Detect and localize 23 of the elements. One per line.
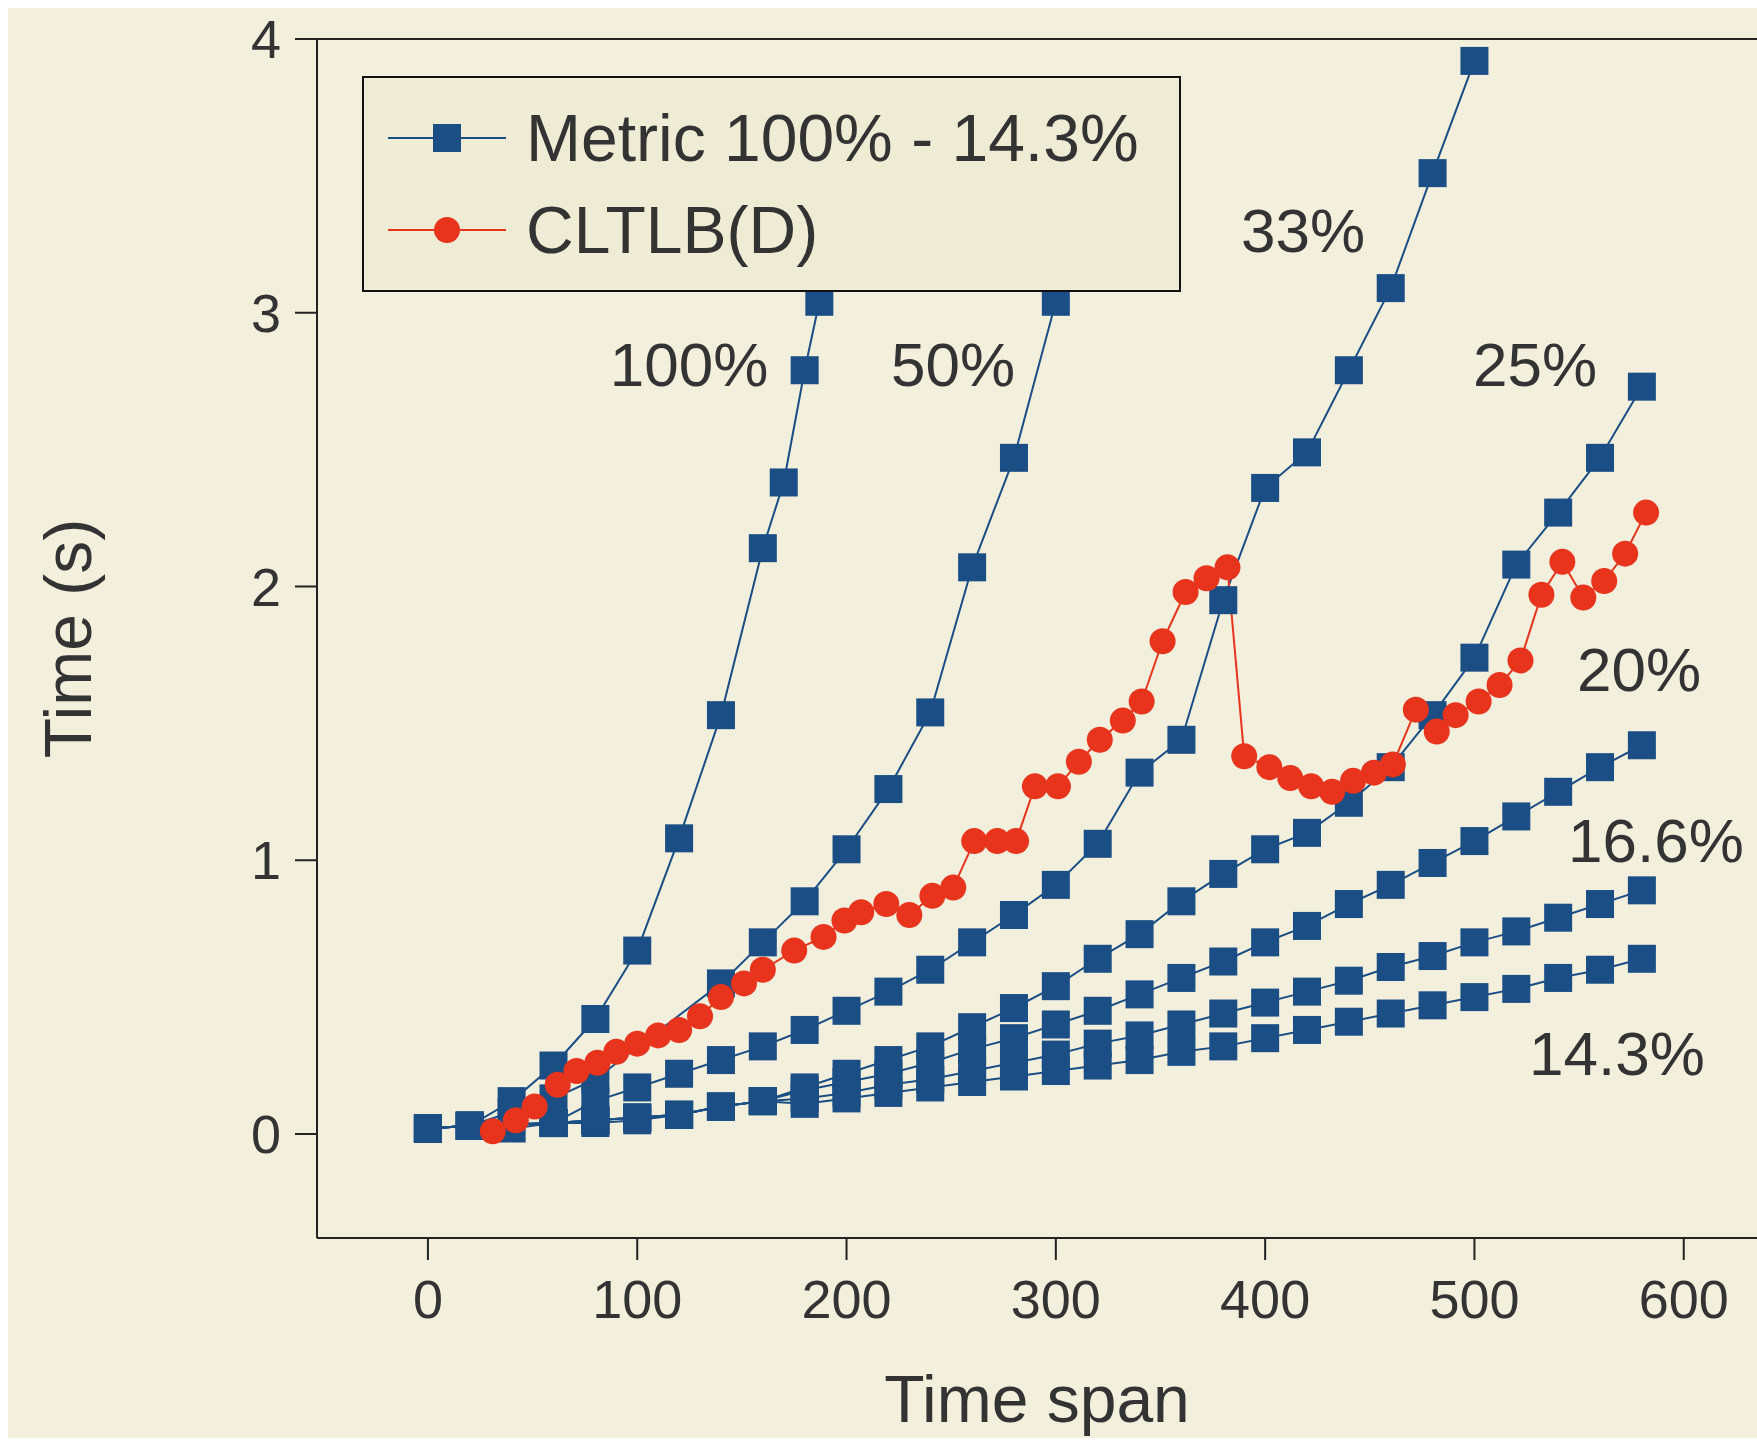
x-axis-title: Time span: [884, 1362, 1190, 1436]
legend-label: CLTLB(D): [526, 192, 819, 268]
annotation: 20%: [1576, 634, 1702, 704]
x-tick-label: 400: [1220, 1269, 1311, 1330]
x-tick-label: 300: [1010, 1269, 1101, 1330]
annotation: 50%: [890, 329, 1016, 399]
annotation: 25%: [1472, 329, 1598, 399]
x-tick-label: 600: [1638, 1269, 1729, 1330]
x-tick-label: 0: [412, 1269, 443, 1330]
y-tick-label: 0: [250, 1104, 281, 1165]
y-tick-label: 4: [250, 9, 281, 70]
x-tick-label: 100: [592, 1269, 683, 1330]
legend-label: Metric 100% - 14.3%: [526, 100, 1139, 176]
annotation: 100%: [609, 329, 769, 399]
y-tick-label: 2: [250, 556, 281, 617]
y-tick-label: 3: [250, 282, 281, 343]
y-axis-title: Time (s): [31, 518, 106, 759]
x-tick-label: 200: [801, 1269, 892, 1330]
y-tick-label: 1: [250, 830, 281, 891]
x-tick-label: 500: [1429, 1269, 1520, 1330]
annotation: 14.3%: [1529, 1018, 1705, 1088]
annotation: 33%: [1240, 195, 1366, 265]
annotation: 16.6%: [1568, 805, 1744, 875]
